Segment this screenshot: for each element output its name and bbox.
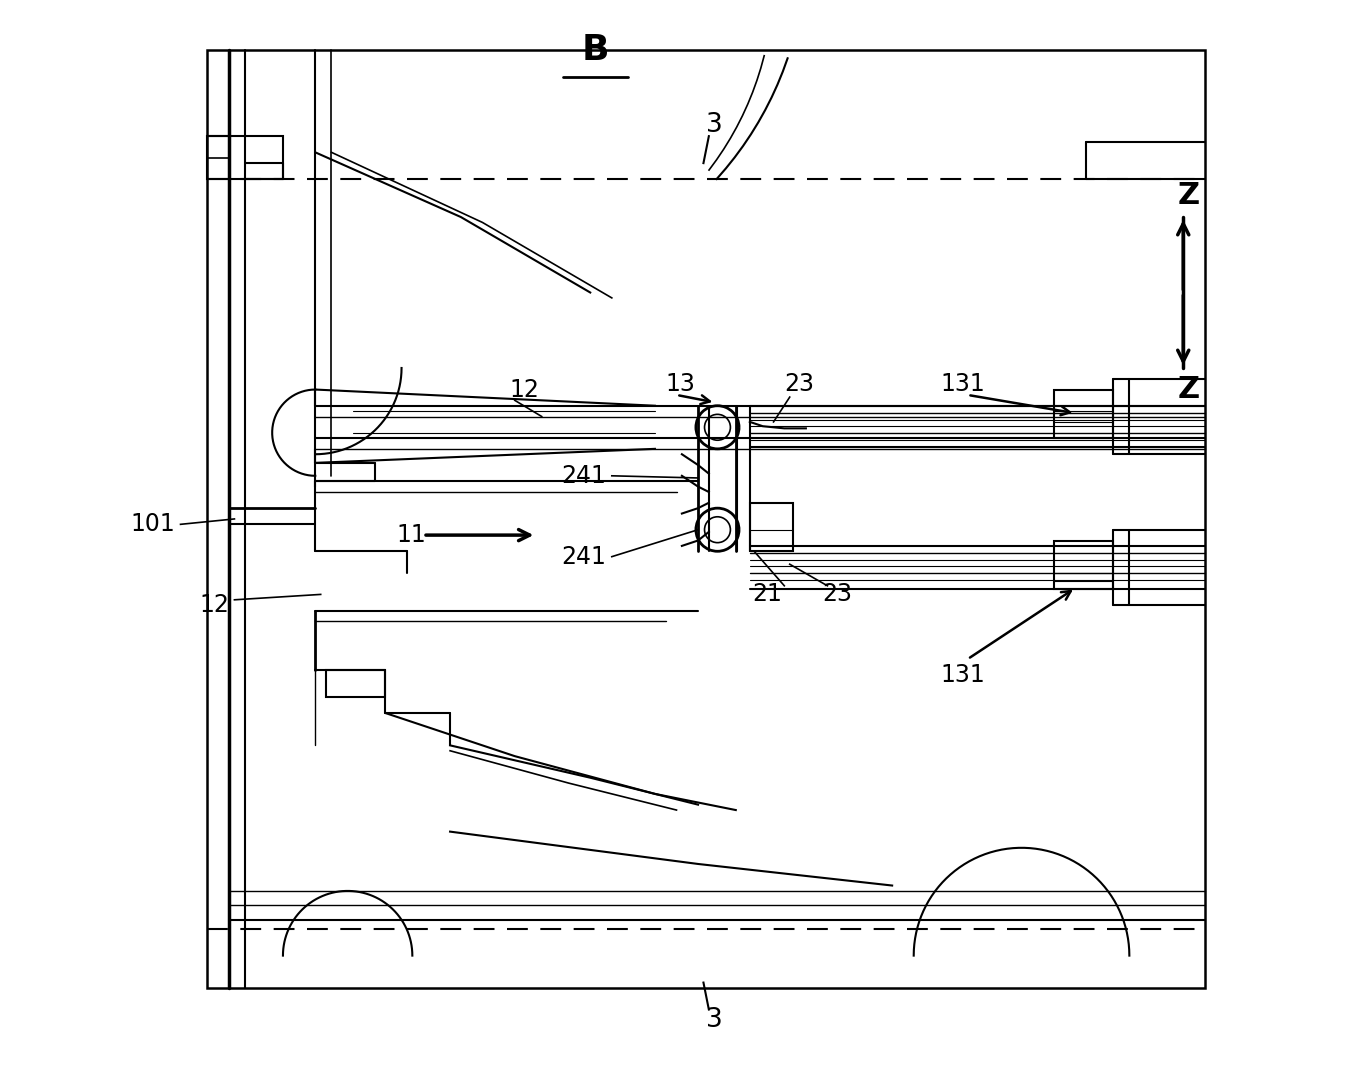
Bar bbox=[1054, 540, 1114, 589]
Text: Z: Z bbox=[1177, 181, 1200, 210]
Text: 131: 131 bbox=[940, 664, 985, 688]
Text: 11: 11 bbox=[396, 523, 426, 547]
Bar bbox=[207, 50, 1204, 988]
Text: 131: 131 bbox=[940, 372, 985, 396]
Text: 241: 241 bbox=[561, 545, 606, 569]
Text: Z: Z bbox=[1177, 375, 1200, 404]
Text: 23: 23 bbox=[785, 372, 815, 396]
Text: 3: 3 bbox=[706, 112, 723, 138]
Text: 13: 13 bbox=[666, 372, 695, 396]
Text: 23: 23 bbox=[823, 583, 852, 606]
Text: 3: 3 bbox=[706, 1007, 723, 1033]
Text: 241: 241 bbox=[561, 464, 606, 488]
Text: 12: 12 bbox=[509, 377, 540, 401]
Text: 12: 12 bbox=[199, 593, 229, 617]
Text: 21: 21 bbox=[752, 583, 782, 606]
Text: 101: 101 bbox=[130, 512, 175, 536]
Bar bbox=[207, 136, 283, 179]
Bar bbox=[750, 503, 793, 551]
Bar bbox=[1054, 389, 1114, 438]
Text: B: B bbox=[582, 32, 609, 67]
Bar bbox=[326, 670, 386, 697]
